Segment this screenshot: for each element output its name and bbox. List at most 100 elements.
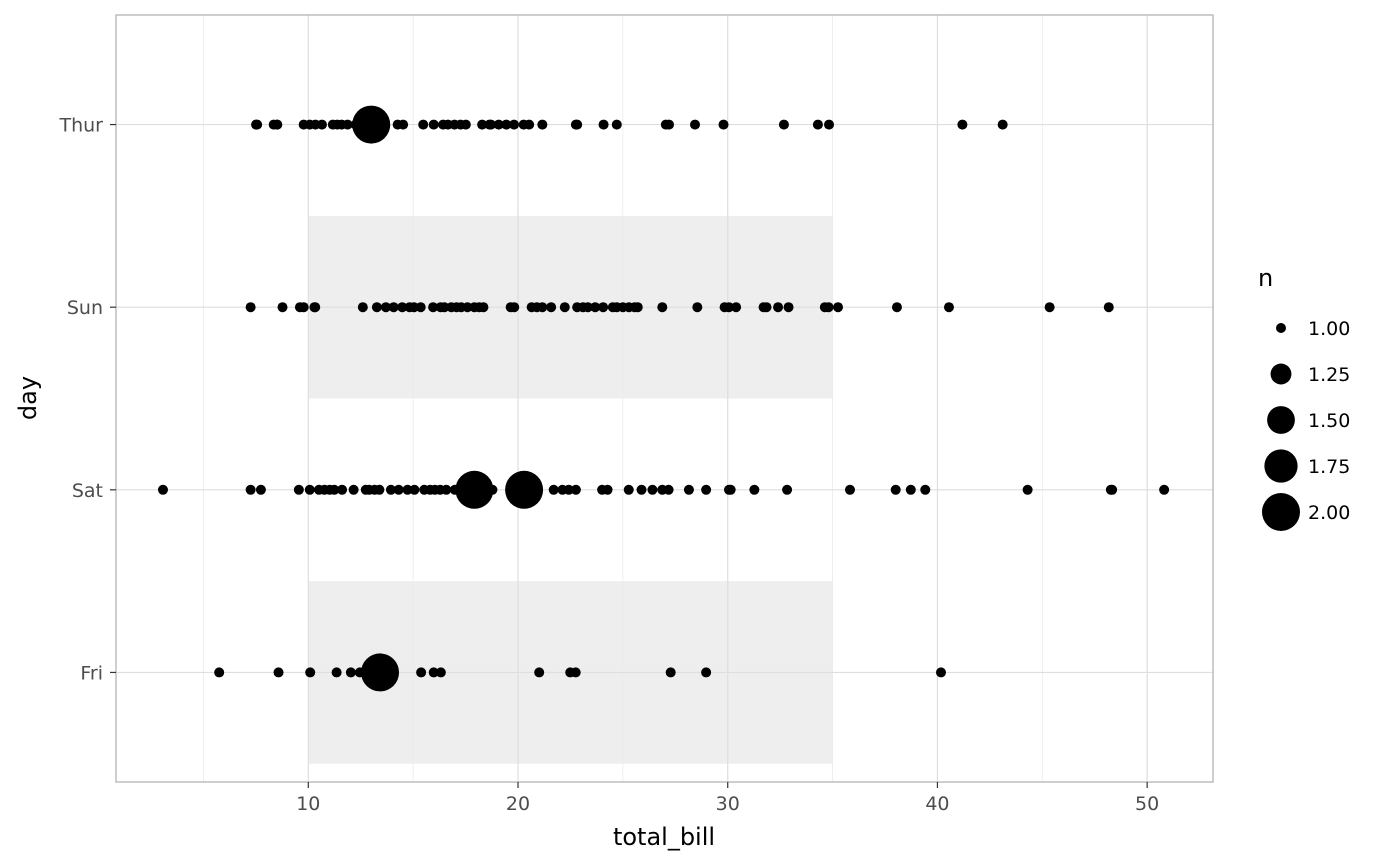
point-thur bbox=[428, 119, 439, 130]
point-thur bbox=[524, 119, 535, 130]
point-thur bbox=[342, 119, 353, 130]
point-sun bbox=[439, 302, 450, 313]
point-sat bbox=[563, 484, 574, 495]
x-axis-ticks: 10 20 30 40 50 bbox=[296, 782, 1159, 815]
point-sat bbox=[636, 484, 647, 495]
point-fri bbox=[214, 667, 225, 678]
point-fri bbox=[305, 667, 316, 678]
point-sun bbox=[1044, 302, 1055, 313]
point-sun bbox=[546, 302, 557, 313]
point-sat bbox=[409, 484, 420, 495]
point-fri bbox=[273, 667, 284, 678]
point-sat bbox=[393, 484, 404, 495]
point-sun bbox=[761, 302, 772, 313]
point-sun bbox=[388, 302, 399, 313]
point-sun bbox=[582, 302, 593, 313]
x-axis-title: total_bill bbox=[613, 823, 715, 851]
point-sun bbox=[632, 302, 643, 313]
point-fri bbox=[345, 667, 356, 678]
point-thur bbox=[537, 119, 548, 130]
point-thur bbox=[718, 119, 729, 130]
point-sat bbox=[255, 484, 266, 495]
point-sun bbox=[891, 302, 902, 313]
point-sun bbox=[731, 302, 742, 313]
point-sun bbox=[298, 302, 309, 313]
point-thur bbox=[501, 119, 512, 130]
point-sun bbox=[559, 302, 570, 313]
x-tick-label: 10 bbox=[296, 793, 320, 815]
y-axis-ticks: Fri Sat Sun Thur bbox=[58, 115, 116, 684]
point-sat bbox=[905, 484, 916, 495]
y-tick-label: Sat bbox=[72, 480, 103, 502]
y-axis-title: day bbox=[14, 376, 42, 420]
point-sat bbox=[570, 484, 581, 495]
point-sat bbox=[487, 484, 498, 495]
point-sat bbox=[701, 484, 712, 495]
point-sun bbox=[598, 302, 609, 313]
legend-label: 1.25 bbox=[1308, 364, 1350, 386]
point-sat bbox=[245, 484, 256, 495]
point-sat bbox=[329, 484, 340, 495]
point-thur bbox=[664, 119, 675, 130]
point-thur bbox=[316, 119, 327, 130]
point-sat bbox=[455, 470, 494, 509]
point-fri bbox=[331, 667, 342, 678]
point-sun bbox=[310, 302, 321, 313]
point-sun bbox=[380, 302, 391, 313]
point-sat bbox=[623, 484, 634, 495]
point-sun bbox=[428, 302, 439, 313]
point-sat bbox=[1022, 484, 1033, 495]
point-sun bbox=[397, 302, 408, 313]
point-thur bbox=[352, 105, 391, 144]
point-sun bbox=[509, 302, 520, 313]
point-sun bbox=[478, 302, 489, 313]
legend-key bbox=[1262, 493, 1300, 531]
point-thur bbox=[690, 119, 701, 130]
point-thur bbox=[824, 119, 835, 130]
point-sat bbox=[890, 484, 901, 495]
point-sun bbox=[833, 302, 844, 313]
point-fri bbox=[534, 667, 545, 678]
point-sun bbox=[462, 302, 473, 313]
point-sat bbox=[1159, 484, 1170, 495]
point-sun bbox=[537, 302, 548, 313]
point-sat bbox=[663, 484, 674, 495]
point-sun bbox=[783, 302, 794, 313]
point-fri bbox=[936, 667, 947, 678]
legend-title: n bbox=[1258, 264, 1273, 292]
point-sun bbox=[823, 302, 834, 313]
point-thur bbox=[272, 119, 283, 130]
legend-key bbox=[1264, 449, 1298, 483]
point-sat bbox=[920, 484, 931, 495]
point-sat bbox=[385, 484, 396, 495]
point-sun bbox=[943, 302, 954, 313]
x-tick-label: 50 bbox=[1135, 793, 1159, 815]
point-sat bbox=[1107, 484, 1118, 495]
y-tick-label: Thur bbox=[58, 115, 103, 137]
point-sun bbox=[277, 302, 288, 313]
point-thur bbox=[572, 119, 583, 130]
point-thur bbox=[398, 119, 409, 130]
point-fri bbox=[665, 667, 676, 678]
y-tick-label: Sun bbox=[67, 297, 103, 319]
legend-label: 1.00 bbox=[1308, 318, 1350, 340]
point-fri bbox=[361, 653, 400, 692]
legend-key bbox=[1267, 406, 1295, 434]
point-sat bbox=[348, 484, 359, 495]
point-thur bbox=[957, 119, 968, 130]
point-thur bbox=[477, 119, 488, 130]
point-thur bbox=[997, 119, 1008, 130]
point-sun bbox=[590, 302, 601, 313]
legend-label: 1.50 bbox=[1308, 410, 1350, 432]
point-thur bbox=[485, 119, 496, 130]
point-sat bbox=[782, 484, 793, 495]
point-fri bbox=[701, 667, 712, 678]
legend-label: 1.75 bbox=[1308, 456, 1350, 478]
point-fri bbox=[570, 667, 581, 678]
point-thur bbox=[778, 119, 789, 130]
point-sat bbox=[441, 484, 452, 495]
point-fri bbox=[428, 667, 439, 678]
y-tick-label: Fri bbox=[80, 662, 103, 684]
point-sun bbox=[773, 302, 784, 313]
